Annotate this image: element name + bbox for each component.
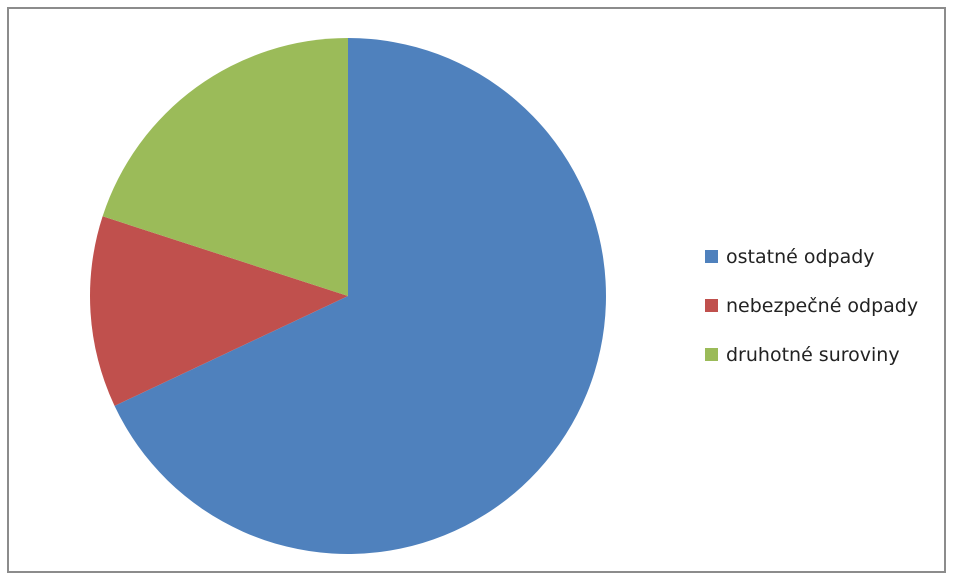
legend-item-nebezpecne-odpady: nebezpečné odpady <box>705 281 918 330</box>
pie-slices <box>89 38 606 554</box>
legend-item-druhotne-suroviny: druhotné suroviny <box>705 330 918 379</box>
legend-label: druhotné suroviny <box>726 343 900 366</box>
legend-swatch <box>705 250 718 263</box>
legend-label: ostatné odpady <box>726 245 875 268</box>
legend-swatch <box>705 299 718 312</box>
legend-swatch <box>705 348 718 361</box>
pie-slice-2 <box>102 38 348 296</box>
pie-slice-1 <box>89 216 348 406</box>
legend-label: nebezpečné odpady <box>726 294 919 317</box>
pie-slice-0 <box>114 38 606 554</box>
legend: ostatné odpady nebezpečné odpady druhotn… <box>705 232 918 379</box>
legend-item-ostatne-odpady: ostatné odpady <box>705 232 918 281</box>
